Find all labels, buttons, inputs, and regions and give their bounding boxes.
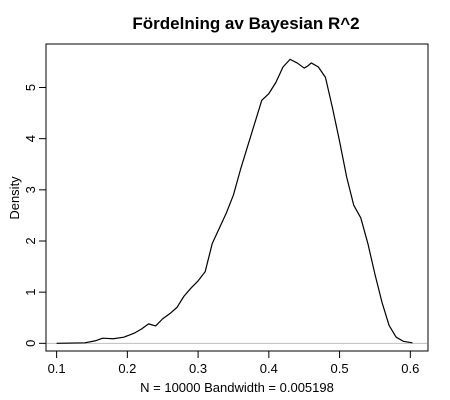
y-tick-label: 5: [23, 84, 38, 91]
y-axis: 0 1 2 3 4 5: [23, 84, 47, 347]
chart-title: Fördelning av Bayesian R^2: [132, 14, 359, 33]
density-curve: [56, 58, 413, 344]
y-tick-label: 4: [23, 135, 38, 142]
x-axis-label: N = 10000 Bandwidth = 0.005198: [140, 380, 334, 395]
x-tick-label: 0.4: [260, 361, 278, 376]
y-tick-label: 3: [23, 186, 38, 193]
plot-frame: [45, 43, 429, 352]
y-tick-label: 0: [23, 340, 38, 347]
x-tick-label: 0.2: [118, 361, 136, 376]
x-axis: 0.1 0.2 0.3 0.4 0.5 0.6: [48, 350, 419, 376]
x-tick-label: 0.6: [401, 361, 419, 376]
x-tick-label: 0.3: [189, 361, 207, 376]
x-tick-label: 0.1: [48, 361, 66, 376]
y-axis-label: Density: [7, 176, 22, 220]
y-tick-label: 1: [23, 289, 38, 296]
x-tick-label: 0.5: [331, 361, 349, 376]
y-tick-label: 2: [23, 237, 38, 244]
